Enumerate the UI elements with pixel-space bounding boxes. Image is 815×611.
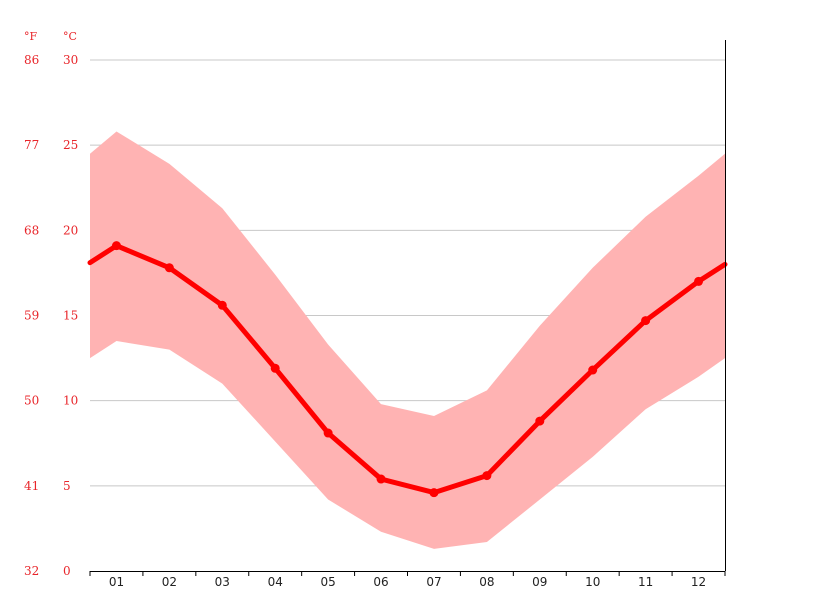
mean-point-03 [217,300,227,310]
x-tick-label-10: 10 [585,575,600,589]
y-tick-celsius: 15 [63,309,78,323]
y-tick-celsius: 5 [63,479,71,493]
y-tick-fahrenheit: 68 [24,223,39,237]
x-tick-label-04: 04 [268,575,283,589]
mean-point-06 [376,474,386,484]
x-tick-label-05: 05 [320,575,335,589]
axes [89,40,726,576]
x-tick-label-12: 12 [691,575,706,589]
y-tick-fahrenheit: 86 [24,53,39,67]
y-tick-fahrenheit: 59 [24,309,39,323]
mean-point-01 [111,241,121,251]
y-tick-fahrenheit: 32 [24,564,39,578]
mean-line [87,243,728,496]
min-max-band [90,131,725,549]
mean-temperature-line [87,243,728,496]
mean-point-02 [164,263,174,273]
x-tick-label-09: 09 [532,575,547,589]
y-tick-celsius: 25 [63,138,78,152]
y-tick-celsius: 10 [63,394,78,408]
y-tick-fahrenheit: 77 [24,138,39,152]
x-tick-label-07: 07 [426,575,441,589]
x-tick-label-06: 06 [373,575,388,589]
mean-point-07 [429,488,439,498]
x-tick-label-08: 08 [479,575,494,589]
x-tick-label-03: 03 [215,575,230,589]
mean-point-12 [694,276,704,286]
y-tick-celsius: 20 [63,223,78,237]
y-tick-fahrenheit: 50 [24,394,39,408]
mean-point-04 [270,363,280,373]
x-tick-label-02: 02 [162,575,177,589]
unit-fahrenheit-label: °F [24,30,38,43]
x-tick-label-01: 01 [109,575,124,589]
y-tick-celsius: 30 [63,53,78,67]
mean-point-05 [323,428,333,438]
y-tick-celsius: 0 [63,564,71,578]
unit-celsius-label: °C [63,30,77,43]
mean-point-09 [535,416,545,426]
y-tick-fahrenheit: 41 [24,479,39,493]
mean-point-08 [482,471,492,481]
mean-points [111,241,704,498]
axis-labels: °F °C 0 32 5 41 10 50 15 59 20 68 25 77 30 86 01 02 03 04… [24,30,706,589]
mean-point-10 [588,365,598,375]
x-tick-label-11: 11 [638,575,653,589]
min-max-area [90,131,725,549]
mean-point-11 [641,316,651,326]
